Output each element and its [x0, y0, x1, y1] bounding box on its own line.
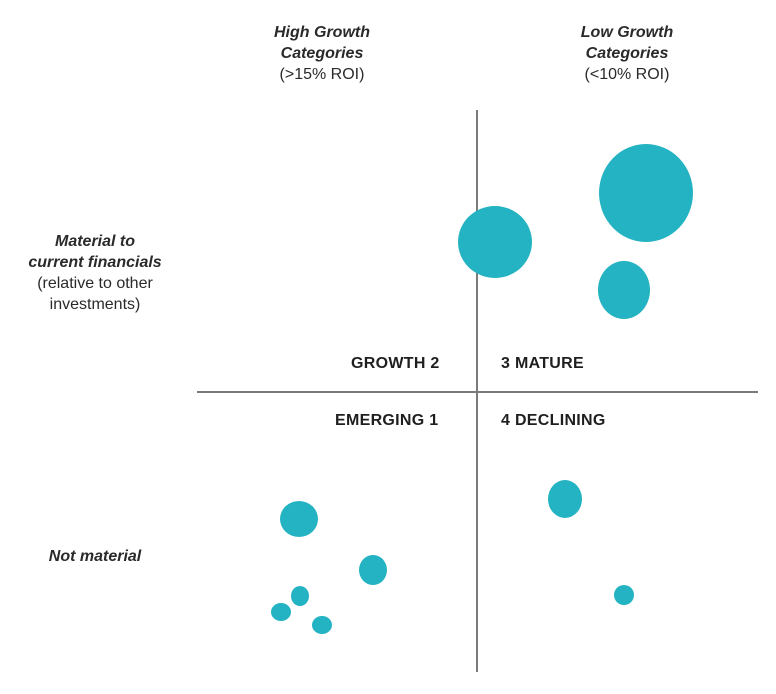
- row-header-material-title-1: Material to: [54, 233, 135, 250]
- bubble: [598, 261, 650, 319]
- row-header-material: Material to current financials (relative…: [0, 231, 190, 315]
- quadrant-label-mature: 3 MATURE: [501, 355, 584, 372]
- column-header-high-growth-sub: (>15% ROI): [279, 66, 365, 83]
- column-header-low-growth-title-1: Low Growth: [580, 24, 674, 41]
- bubble: [359, 555, 387, 585]
- column-header-low-growth-title-2: Categories: [585, 45, 669, 62]
- column-header-low-growth-sub: (<10% ROI): [584, 66, 670, 83]
- bubble: [614, 585, 634, 605]
- column-header-high-growth-title-1: High Growth: [274, 24, 370, 41]
- row-header-not-material-title: Not material: [48, 548, 142, 565]
- bubble: [599, 144, 693, 242]
- bubble: [458, 206, 532, 278]
- column-header-high-growth-title-2: Categories: [280, 45, 364, 62]
- bubble: [291, 586, 309, 606]
- quadrant-label-emerging: EMERGING 1: [335, 412, 439, 429]
- bubble: [312, 616, 332, 634]
- bubble: [271, 603, 291, 621]
- quadrant-label-declining: 4 DECLINING: [501, 412, 606, 429]
- row-header-material-title-2: current financials: [28, 254, 162, 271]
- row-header-not-material: Not material: [0, 546, 190, 567]
- column-header-low-growth: Low Growth Categories (<10% ROI): [517, 22, 737, 85]
- quadrant-label-growth: GROWTH 2: [351, 355, 440, 372]
- bubble: [548, 480, 582, 518]
- bubble: [280, 501, 318, 537]
- row-header-material-sub-1: (relative to other: [37, 275, 153, 292]
- row-header-material-sub-2: investments): [49, 296, 141, 313]
- column-header-high-growth: High Growth Categories (>15% ROI): [212, 22, 432, 85]
